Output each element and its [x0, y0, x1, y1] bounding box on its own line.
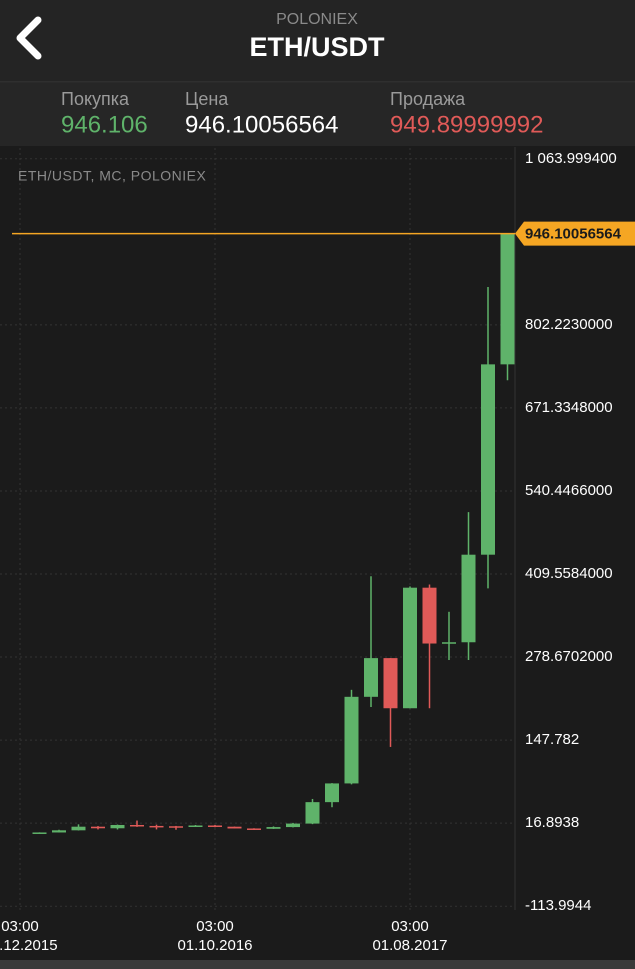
candle-body	[71, 826, 86, 831]
y-tick-label: 802.2230000	[525, 316, 613, 333]
candle-body	[110, 824, 125, 829]
y-tick-label: 16.8938	[525, 814, 579, 831]
candle-body	[325, 783, 339, 803]
candle-body	[364, 658, 378, 697]
price-tag	[515, 221, 635, 246]
candle-body	[286, 823, 300, 828]
candle-body	[208, 825, 222, 827]
candle-body	[403, 587, 417, 709]
candle-body	[227, 826, 242, 829]
exchange: POLONIEX	[276, 11, 358, 28]
plot-area	[0, 147, 515, 910]
price-tag-label: 946.10056564	[525, 226, 622, 243]
chart-title: ETH/USDT, МС, POLONIEX	[18, 168, 207, 184]
bottom-bar	[0, 960, 635, 969]
y-tick-label: 278.6702000	[525, 648, 613, 665]
candle-body	[169, 826, 183, 828]
sell-label: Продажа	[390, 89, 466, 109]
candle-body	[344, 696, 359, 784]
y-tick-label: -113.9944	[525, 897, 591, 914]
buy-label: Покупка	[61, 89, 130, 109]
candle-body	[500, 233, 515, 365]
candle-body	[383, 658, 398, 709]
candle-body	[32, 832, 47, 834]
candle-body	[130, 824, 144, 827]
x-tick-time: 03:00	[391, 918, 429, 935]
x-tick-label: 01.08.2017	[372, 937, 447, 954]
x-tick-time: 03:00	[196, 918, 234, 935]
candle-body	[91, 826, 105, 829]
candle-body	[461, 554, 476, 643]
x-tick-time: 03:00	[1, 918, 39, 935]
y-tick-label: 409.5584000	[525, 565, 613, 582]
price-value: 946.10056564	[185, 111, 339, 138]
price-label: Цена	[185, 89, 229, 109]
nav-bar	[0, 0, 635, 82]
candle-body	[266, 827, 281, 829]
candle-body	[247, 828, 261, 830]
y-tick-label: 540.4466000	[525, 482, 613, 499]
x-tick-label: 01.12.2015	[0, 937, 58, 954]
quote-bar	[0, 83, 635, 146]
candle-body	[149, 825, 164, 828]
y-tick-label: 671.3348000	[525, 399, 613, 416]
y-tick-label: 1 063.999400	[525, 150, 617, 167]
sell-value: 949.89999992	[390, 111, 544, 138]
candle-body	[188, 825, 203, 827]
x-tick-label: 01.10.2016	[177, 937, 252, 954]
pair: ETH/USDT	[250, 32, 386, 62]
back-button[interactable]	[16, 16, 42, 60]
candle-body	[305, 802, 320, 824]
candle-body	[442, 642, 456, 644]
buy-value: 946.106	[61, 111, 148, 138]
candle-body	[481, 364, 495, 555]
candle-body	[422, 587, 437, 644]
candle-body	[52, 830, 66, 833]
y-tick-label: 147.782	[525, 731, 579, 748]
